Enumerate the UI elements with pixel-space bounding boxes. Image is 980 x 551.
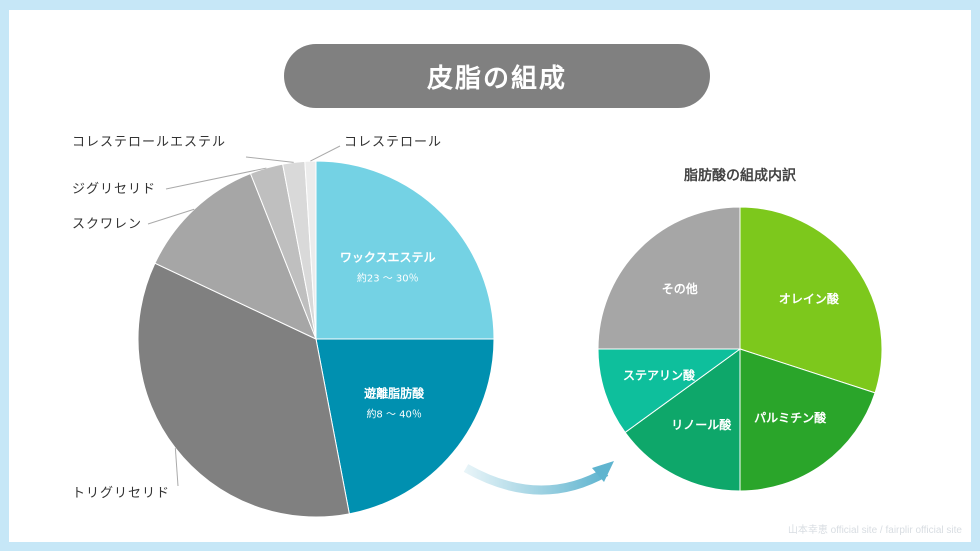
fatty-acid-label-3: ステアリン酸 [623, 367, 696, 382]
fatty-acid-slice-4 [597, 206, 741, 350]
sebum-label-3: スクワレン [72, 217, 142, 232]
fatty-acid-label-2: リノール酸 [671, 417, 732, 432]
sebum-label-1: 遊離脂肪酸 [364, 386, 425, 401]
transition-arrow [463, 461, 614, 495]
fatty-acid-slice-0 [739, 206, 883, 394]
fatty-acid-pie-title: 脂肪酸の組成内訳 [683, 167, 797, 184]
sebum-leader-5 [245, 156, 294, 163]
sebum-leader-6 [310, 145, 341, 162]
sebum-leader-4 [165, 167, 267, 190]
fatty-acid-label-4: その他 [662, 281, 698, 296]
sebum-slice-1 [315, 338, 495, 515]
sebum-label-4: ジグリセリド [72, 182, 156, 197]
fatty-acid-slice-2 [624, 348, 741, 492]
sebum-slice-3 [154, 172, 317, 340]
sebum-slice-6 [304, 160, 317, 340]
fatty-acid-slice-1 [739, 348, 876, 492]
sebum-sublabel-0: 約23 〜 30％ [357, 271, 419, 284]
sebum-slice-0 [315, 160, 495, 340]
sebum-label-6: コレステロール [344, 135, 442, 150]
page-title: 皮脂の組成 [284, 44, 710, 108]
sebum-label-0: ワックスエステル [340, 250, 436, 264]
sebum-label-2: トリグリセリド [72, 486, 170, 501]
sebum-slice-2 [137, 262, 350, 518]
watermark: 山本幸恵 official site / fairplir official s… [787, 525, 962, 536]
fatty-acid-label-0: オレイン酸 [779, 291, 840, 306]
sebum-leader-3 [147, 208, 195, 225]
sebum-label-5: コレステロールエステル [72, 135, 226, 150]
fatty-acid-slice-3 [597, 348, 742, 434]
fatty-acid-label-1: パルミチン酸 [754, 410, 827, 425]
sebum-leader-2 [174, 448, 179, 487]
sebum-sublabel-1: 約8 〜 40％ [366, 408, 421, 421]
